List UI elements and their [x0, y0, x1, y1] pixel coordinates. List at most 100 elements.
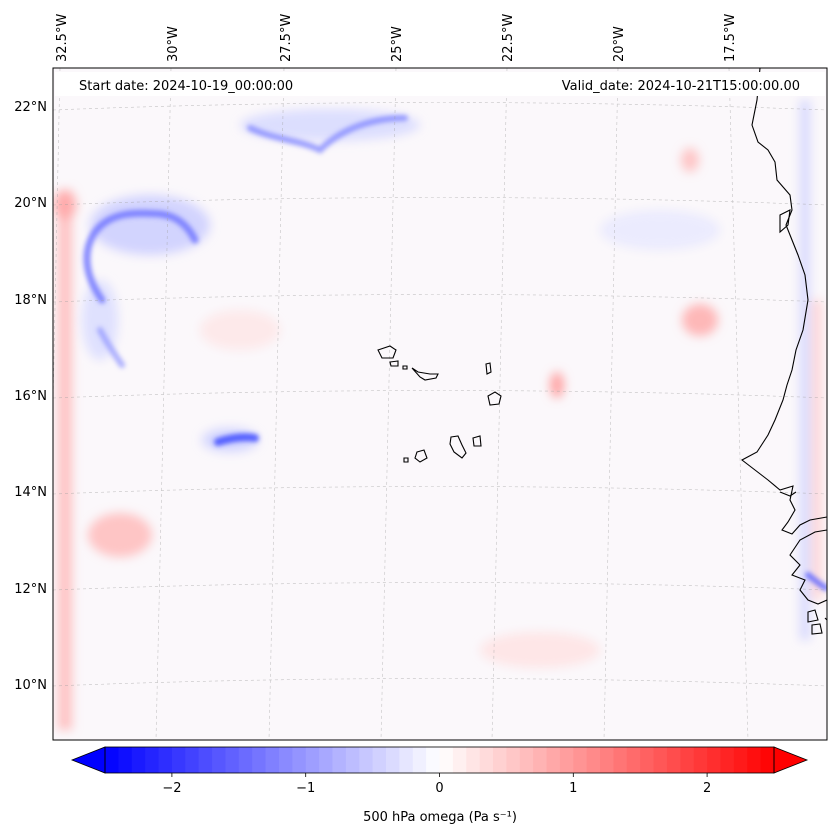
- colorbar-cell: [506, 747, 521, 773]
- omega-strong-negative: [83, 115, 827, 591]
- colorbar-cell: [479, 747, 494, 773]
- meridian: [728, 68, 749, 740]
- positive-area-center: [550, 372, 564, 398]
- lat-label: 16°N: [14, 389, 47, 404]
- lon-label: 27.5°W: [279, 14, 294, 62]
- colorbar-cell: [666, 747, 681, 773]
- colorbar-cell: [292, 747, 307, 773]
- lon-label: 30°W: [166, 26, 181, 62]
- colorbar-ticks: −2 −1 0 1 2: [162, 773, 711, 796]
- colorbar-cell: [747, 747, 762, 773]
- coast-detail: [779, 209, 791, 234]
- colorbar-cell: [533, 747, 548, 773]
- colorbar-cell: [225, 747, 240, 773]
- parallel: [53, 582, 827, 591]
- cape-verde-islands: [377, 345, 502, 463]
- colorbar-cell: [212, 747, 227, 773]
- colorbar-cell: [372, 747, 387, 773]
- island-sao-vicente: [389, 360, 399, 367]
- colorbar-cell: [559, 747, 574, 773]
- negative-streak-se: [805, 572, 827, 591]
- positive-area-sw: [88, 513, 152, 557]
- start-date-label: Start date: 2024-10-19_00:00:00: [79, 79, 293, 94]
- colorbar-cell: [105, 747, 119, 773]
- colorbar-tick-label: 0: [435, 781, 443, 796]
- right-edge-negative-band: [800, 100, 810, 640]
- negative-streak-central: [214, 433, 259, 446]
- african-coastline-south: [789, 529, 827, 605]
- lon-label: 17.5°W: [723, 14, 738, 62]
- colorbar-cell: [519, 747, 534, 773]
- map-background: [53, 68, 827, 740]
- left-edge-positive-band: [58, 190, 72, 730]
- right-edge-positive-band: [812, 300, 822, 600]
- lon-label: 25°W: [390, 26, 405, 62]
- map-frame: [52, 67, 828, 741]
- colorbar-cell: [493, 747, 507, 773]
- positive-area-mid: [200, 310, 280, 350]
- colorbar-cell: [720, 747, 735, 773]
- african-coastline: [740, 68, 827, 535]
- colorbar-label: 500 hPa omega (Pa s⁻¹): [363, 810, 517, 825]
- colorbar-cell: [252, 747, 267, 773]
- longitude-labels: 32.5°W 30°W 27.5°W 25°W 22.5°W 20°W 17.5…: [55, 14, 738, 62]
- colorbar-cell: [332, 747, 347, 773]
- colorbar-tick-label: −1: [296, 781, 315, 796]
- colorbar-cell: [452, 747, 467, 773]
- lat-label: 18°N: [14, 293, 47, 308]
- colorbar-cell: [305, 747, 320, 773]
- colorbar-cell: [707, 747, 722, 773]
- colorbar-tick-label: −2: [162, 781, 181, 796]
- lat-label: 10°N: [14, 678, 47, 693]
- negative-area-nw: [90, 195, 210, 255]
- island-boa-vista: [487, 391, 502, 406]
- colorbar-cell: [359, 747, 374, 773]
- colorbar-cell: [158, 747, 173, 773]
- colorbar-cell: [466, 747, 481, 773]
- gambia-inlet: [779, 491, 797, 497]
- colorbar-cell: [118, 747, 133, 773]
- colorbar-cell: [131, 747, 146, 773]
- colorbar-cell: [198, 747, 213, 773]
- colorbar-cell: [573, 747, 588, 773]
- meridian: [380, 68, 397, 740]
- positive-area-ne2: [681, 148, 699, 172]
- colorbar-cell: [399, 747, 414, 773]
- colorbar-cell: [426, 747, 441, 773]
- island-fogo: [414, 449, 428, 463]
- colorbar-cell: [319, 747, 334, 773]
- colorbar-cell: [653, 747, 668, 773]
- parallel: [53, 390, 827, 399]
- meridian: [268, 68, 285, 740]
- latitude-labels: 22°N 20°N 18°N 16°N 14°N 12°N 10°N: [14, 100, 47, 693]
- map-panel: [53, 68, 827, 740]
- colorbar-cell: [586, 747, 601, 773]
- colorbar-cell: [265, 747, 280, 773]
- island-sao-nicolau: [411, 367, 439, 381]
- lat-label: 12°N: [14, 582, 47, 597]
- positive-area-ne: [682, 304, 718, 336]
- colorbar-cell: [278, 747, 293, 773]
- island-sal: [485, 362, 492, 375]
- colorbar-cell: [626, 747, 641, 773]
- colorbar-cell: [546, 747, 561, 773]
- lon-label: 32.5°W: [55, 14, 70, 62]
- colorbar-extend-max: [773, 746, 809, 774]
- colorbar-cell: [760, 747, 775, 773]
- valid-date-label: Valid_date: 2024-10-21T15:00:00.00: [562, 79, 800, 94]
- parallel: [53, 486, 827, 495]
- lat-label: 14°N: [14, 485, 47, 500]
- negative-streak-north: [247, 115, 408, 154]
- negative-streak-nw: [83, 209, 199, 304]
- colorbar-cell: [145, 747, 160, 773]
- colorbar-cell: [345, 747, 360, 773]
- colorbar-tick-label: 1: [569, 781, 577, 796]
- colorbar-cells: [105, 747, 775, 773]
- colorbar-cell: [600, 747, 615, 773]
- lat-label: 20°N: [14, 196, 47, 211]
- island-brava: [403, 457, 409, 463]
- colorbar-extend-min: [70, 746, 106, 774]
- parallel: [53, 294, 827, 303]
- colorbar-cell: [238, 747, 253, 773]
